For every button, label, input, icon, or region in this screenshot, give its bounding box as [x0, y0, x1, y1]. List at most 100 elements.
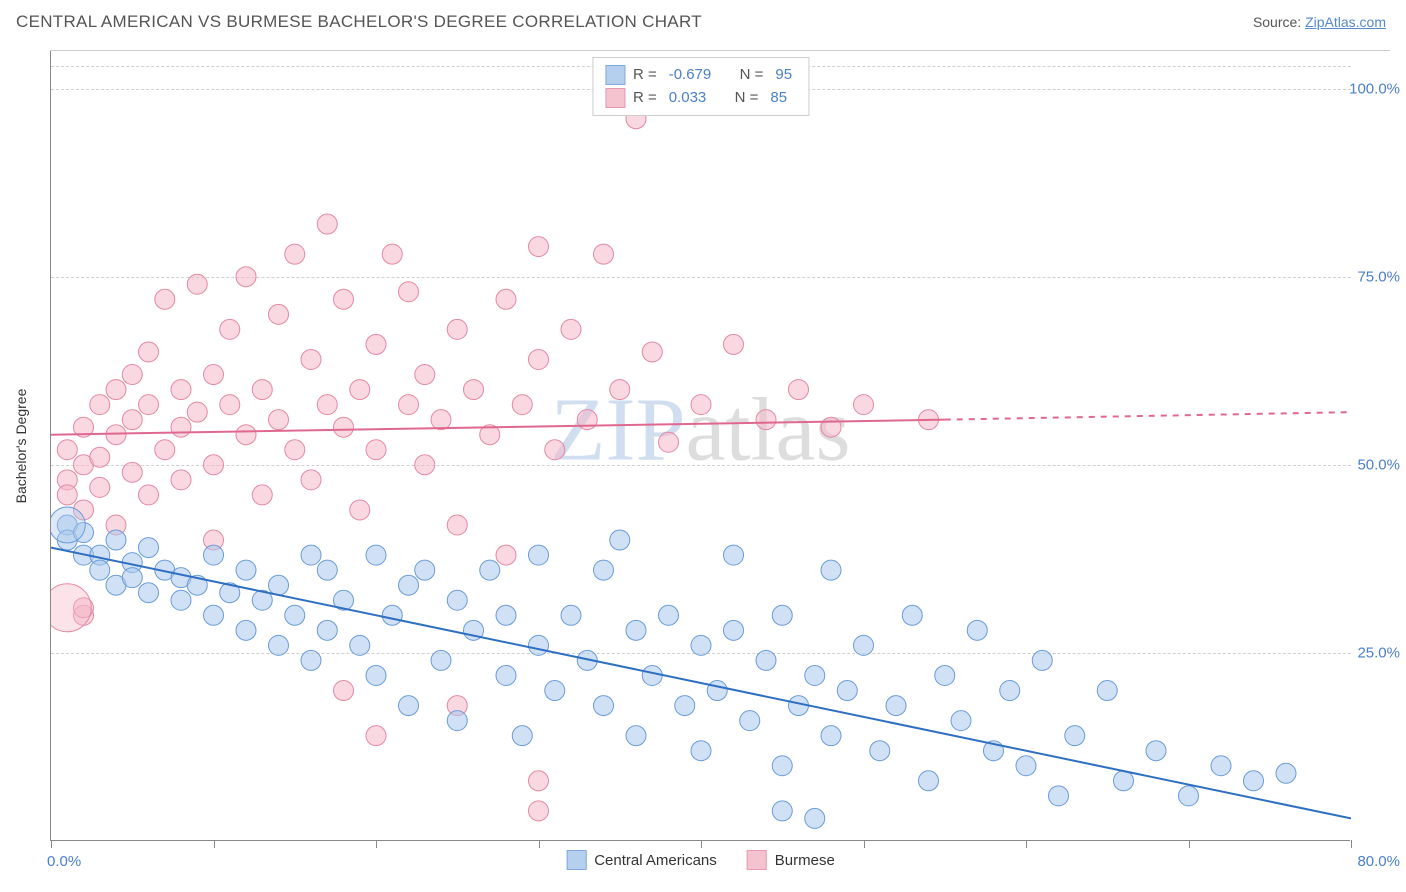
data-point	[51, 507, 85, 543]
data-point	[317, 395, 337, 415]
data-point	[220, 319, 240, 339]
data-point	[529, 349, 549, 369]
data-point	[447, 590, 467, 610]
r-value-bu: 0.033	[669, 87, 707, 110]
source-link[interactable]: ZipAtlas.com	[1305, 14, 1386, 30]
data-point	[366, 440, 386, 460]
data-point	[90, 477, 110, 497]
data-point	[821, 417, 841, 437]
data-point	[789, 380, 809, 400]
data-point	[496, 605, 516, 625]
plot-region: Bachelor's Degree ZIPatlas R = -0.679 N …	[50, 51, 1350, 841]
data-point	[1276, 763, 1296, 783]
data-point	[1032, 650, 1052, 670]
data-point	[122, 462, 142, 482]
data-point	[399, 696, 419, 716]
data-point	[399, 575, 419, 595]
data-point	[529, 801, 549, 821]
data-point	[626, 620, 646, 640]
swatch-central-americans	[605, 65, 625, 85]
swatch-central-americans-icon	[566, 850, 586, 870]
data-point	[805, 665, 825, 685]
n-value-ca: 95	[775, 64, 792, 87]
data-point	[447, 515, 467, 535]
data-point	[919, 771, 939, 791]
data-point	[350, 635, 370, 655]
data-point	[269, 635, 289, 655]
data-point	[171, 470, 191, 490]
data-point	[545, 440, 565, 460]
data-point	[610, 530, 630, 550]
data-point	[236, 425, 256, 445]
swatch-burmese	[605, 88, 625, 108]
stats-row-ca: R = -0.679 N = 95	[605, 64, 796, 87]
data-point	[626, 726, 646, 746]
data-point	[415, 365, 435, 385]
data-point	[317, 620, 337, 640]
stats-row-bu: R = 0.033 N = 85	[605, 87, 796, 110]
data-point	[366, 665, 386, 685]
data-point	[187, 402, 207, 422]
data-point	[139, 395, 159, 415]
stats-legend: R = -0.679 N = 95 R = 0.033 N = 85	[592, 57, 809, 116]
data-point	[529, 635, 549, 655]
data-point	[90, 560, 110, 580]
r-label: R =	[633, 64, 657, 87]
data-point	[399, 282, 419, 302]
data-point	[139, 538, 159, 558]
data-point	[691, 741, 711, 761]
data-point	[594, 696, 614, 716]
data-point	[837, 681, 857, 701]
data-point	[805, 808, 825, 828]
data-point	[252, 380, 272, 400]
r-label: R =	[633, 87, 657, 110]
y-tick-label: 50.0%	[1357, 456, 1400, 473]
data-point	[415, 560, 435, 580]
data-point	[740, 711, 760, 731]
n-label: N =	[740, 64, 764, 87]
data-point	[659, 432, 679, 452]
data-point	[171, 417, 191, 437]
data-point	[561, 319, 581, 339]
data-point	[512, 726, 532, 746]
data-point	[1179, 786, 1199, 806]
data-point	[512, 395, 532, 415]
data-point	[204, 455, 224, 475]
legend-item-ca: Central Americans	[566, 850, 717, 870]
data-point	[464, 380, 484, 400]
data-point	[366, 726, 386, 746]
data-point	[301, 349, 321, 369]
data-point	[772, 801, 792, 821]
data-point	[496, 545, 516, 565]
data-point	[529, 237, 549, 257]
data-point	[529, 545, 549, 565]
data-point	[139, 342, 159, 362]
data-point	[1097, 681, 1117, 701]
source-attribution: Source: ZipAtlas.com	[1253, 14, 1386, 30]
data-point	[220, 395, 240, 415]
legend-label-bu: Burmese	[775, 852, 835, 869]
data-point	[155, 289, 175, 309]
r-value-ca: -0.679	[669, 64, 712, 87]
data-point	[204, 365, 224, 385]
scatter-svg	[51, 51, 1351, 841]
y-tick-label: 75.0%	[1357, 268, 1400, 285]
data-point	[204, 545, 224, 565]
data-point	[285, 244, 305, 264]
data-point	[1244, 771, 1264, 791]
data-point	[106, 380, 126, 400]
data-point	[122, 568, 142, 588]
data-point	[90, 395, 110, 415]
data-point	[366, 334, 386, 354]
data-point	[1211, 756, 1231, 776]
data-point	[447, 711, 467, 731]
y-axis-title: Bachelor's Degree	[13, 388, 29, 503]
data-point	[1000, 681, 1020, 701]
data-point	[171, 380, 191, 400]
data-point	[269, 410, 289, 430]
data-point	[382, 244, 402, 264]
x-axis-label-min: 0.0%	[47, 853, 81, 870]
data-point	[350, 380, 370, 400]
data-point	[236, 560, 256, 580]
data-point	[139, 583, 159, 603]
